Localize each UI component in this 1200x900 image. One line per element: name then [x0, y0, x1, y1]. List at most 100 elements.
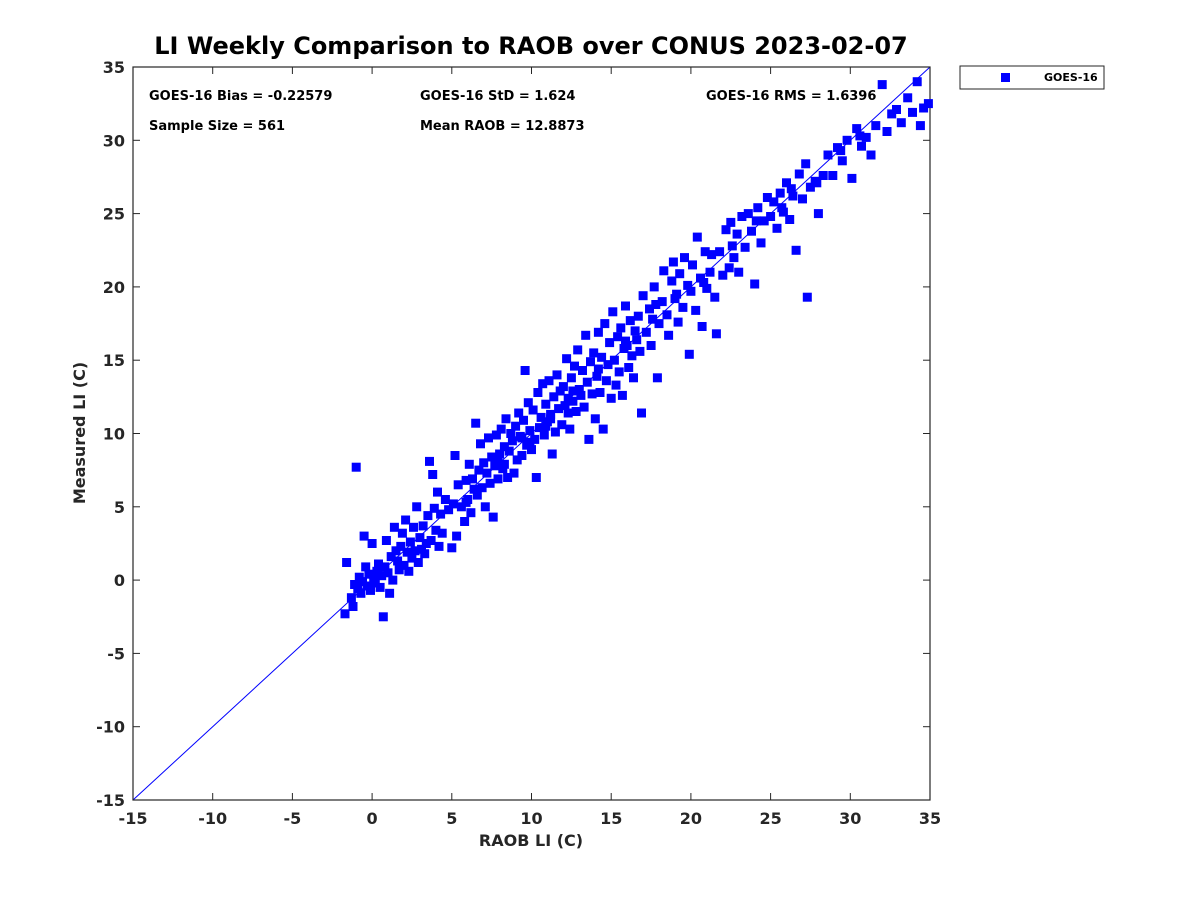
data-point — [788, 191, 798, 201]
data-point — [544, 376, 554, 386]
x-tick-label: 25 — [759, 809, 781, 828]
data-point — [732, 229, 742, 239]
data-point — [866, 150, 876, 160]
data-point — [668, 257, 678, 267]
y-tick-label: 20 — [103, 278, 125, 297]
data-point — [474, 465, 484, 475]
data-point — [346, 593, 356, 603]
data-point — [837, 156, 847, 166]
data-point — [715, 247, 725, 257]
data-point — [654, 319, 664, 329]
data-point — [593, 364, 603, 374]
data-point — [734, 267, 744, 277]
data-point — [887, 109, 897, 119]
data-point — [646, 341, 656, 350]
data-point — [409, 522, 418, 532]
data-point — [391, 546, 401, 556]
data-point — [512, 455, 522, 465]
data-point — [563, 393, 573, 403]
data-point — [756, 238, 766, 248]
data-point — [479, 458, 489, 468]
data-point — [587, 389, 597, 399]
data-point — [464, 459, 474, 469]
data-point — [547, 449, 557, 459]
data-point — [635, 346, 645, 356]
mean-raob-annotation: Mean RAOB = 12.8873 — [420, 119, 585, 134]
data-point — [762, 193, 772, 202]
data-point — [603, 360, 613, 370]
data-point — [574, 385, 584, 394]
data-point — [394, 565, 404, 575]
data-point — [705, 267, 715, 277]
y-tick-label: 15 — [103, 351, 125, 370]
data-point — [565, 424, 575, 434]
data-point — [568, 396, 578, 406]
data-point — [684, 349, 694, 359]
x-tick-label: 10 — [520, 809, 542, 828]
data-point — [539, 430, 549, 440]
data-point — [487, 452, 497, 462]
data-point — [423, 511, 433, 521]
data-point — [699, 278, 709, 287]
data-point — [429, 503, 439, 513]
data-point — [420, 549, 430, 559]
data-point — [448, 499, 458, 509]
data-point — [557, 420, 567, 430]
data-point — [536, 412, 546, 422]
data-point — [549, 392, 559, 402]
data-point — [501, 414, 511, 424]
data-point — [405, 537, 415, 547]
data-point — [912, 77, 922, 87]
data-point — [605, 338, 615, 348]
data-points — [340, 77, 933, 622]
bias-annotation: GOES-16 Bias = -0.22579 — [149, 89, 332, 104]
data-point — [586, 357, 595, 367]
data-point — [683, 280, 693, 290]
legend[interactable]: GOES-16 — [959, 65, 1105, 90]
data-point — [499, 442, 509, 452]
data-point — [558, 382, 568, 392]
data-point — [511, 421, 521, 431]
data-point — [688, 260, 697, 270]
data-point — [627, 351, 637, 361]
data-point — [370, 578, 380, 588]
data-point — [648, 314, 658, 324]
data-point — [504, 446, 514, 456]
data-point — [528, 405, 538, 415]
data-point — [597, 352, 607, 362]
data-point — [772, 223, 782, 233]
data-point — [637, 408, 646, 418]
data-point — [595, 388, 605, 397]
std-annotation: GOES-16 StD = 1.624 — [420, 89, 575, 104]
data-point — [861, 132, 871, 142]
data-point — [667, 276, 677, 286]
data-point — [477, 483, 487, 493]
data-point — [611, 380, 621, 390]
data-point — [566, 373, 576, 383]
data-point — [702, 283, 712, 293]
x-tick-label: -5 — [284, 809, 302, 828]
data-point — [617, 390, 627, 400]
data-point — [412, 502, 422, 512]
x-tick-label: -10 — [198, 809, 227, 828]
data-point — [436, 509, 446, 519]
x-tick-label: 30 — [839, 809, 861, 828]
data-point — [471, 418, 481, 428]
data-point — [691, 305, 701, 315]
data-point — [651, 300, 661, 309]
data-point — [367, 539, 377, 548]
data-point — [593, 327, 603, 337]
data-point — [413, 558, 423, 567]
data-point — [472, 490, 482, 500]
data-point — [923, 99, 933, 109]
data-point — [444, 505, 454, 515]
data-point — [401, 515, 411, 525]
data-point — [447, 543, 457, 553]
x-axis-label: RAOB LI (C) — [479, 831, 583, 850]
data-point — [440, 495, 450, 504]
data-point — [629, 373, 638, 383]
data-point — [578, 366, 587, 375]
data-point — [664, 330, 674, 340]
data-point — [737, 212, 747, 221]
data-point — [482, 468, 492, 478]
